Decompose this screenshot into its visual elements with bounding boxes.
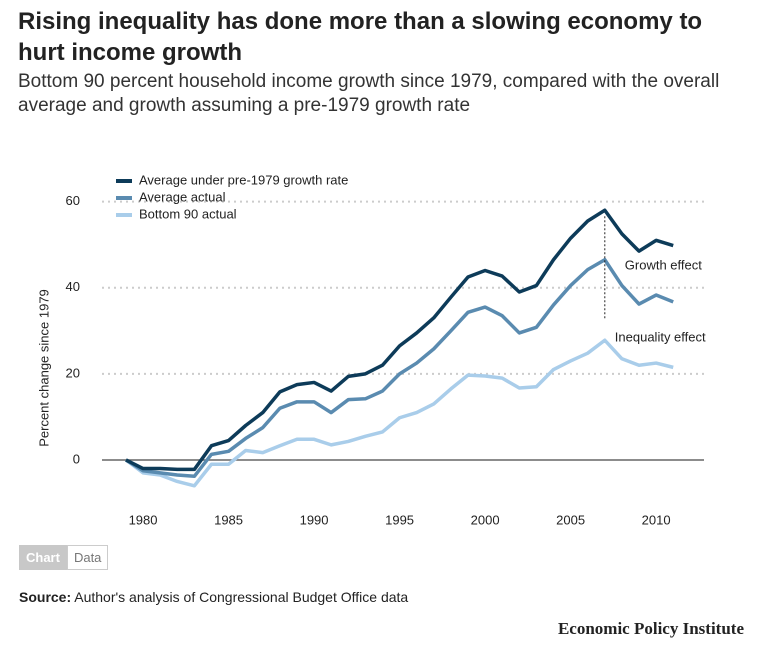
source: Source: Author's analysis of Congression… bbox=[19, 589, 408, 605]
data-tab[interactable]: Data bbox=[66, 545, 109, 570]
x-tick-label: 2000 bbox=[471, 512, 500, 527]
x-tick-label: 1985 bbox=[214, 512, 243, 527]
series-line bbox=[125, 257, 674, 479]
subtitle: Bottom 90 percent household income growt… bbox=[18, 71, 720, 116]
chart: 0 20 40 60 1980 1985 1990 1995 2000 2005 2010 Perce… bbox=[36, 172, 706, 527]
series-line bbox=[125, 208, 674, 472]
series-line bbox=[124, 338, 674, 488]
x-tick-label: 1980 bbox=[129, 512, 158, 527]
source-text: Author's analysis of Congressional Budge… bbox=[74, 589, 409, 605]
chart-tab[interactable]: Chart bbox=[19, 545, 67, 570]
x-tick-label: 2010 bbox=[642, 512, 671, 527]
annotation: Growth effect bbox=[625, 257, 702, 272]
y-tick-label: 40 bbox=[66, 279, 80, 294]
y-tick-label: 0 bbox=[73, 451, 80, 466]
title: Rising inequality has done more than a s… bbox=[18, 8, 703, 66]
y-axis-label: Percent change since 1979 bbox=[36, 289, 51, 447]
y-tick-label: 20 bbox=[66, 365, 80, 380]
x-tick-label: 1990 bbox=[300, 512, 329, 527]
legend-label: Average actual bbox=[139, 189, 226, 204]
legend-label: Bottom 90 actual bbox=[139, 206, 237, 221]
y-tick-label: 60 bbox=[66, 193, 80, 208]
x-tick-label: 1995 bbox=[385, 512, 414, 527]
annotation: Inequality effect bbox=[615, 329, 706, 344]
tabs: Chart Data bbox=[19, 545, 109, 570]
legend-label: Average under pre-1979 growth rate bbox=[139, 172, 348, 187]
publisher: Economic Policy Institute bbox=[557, 619, 744, 638]
source-label: Source: bbox=[19, 589, 72, 605]
x-tick-label: 2005 bbox=[556, 512, 585, 527]
